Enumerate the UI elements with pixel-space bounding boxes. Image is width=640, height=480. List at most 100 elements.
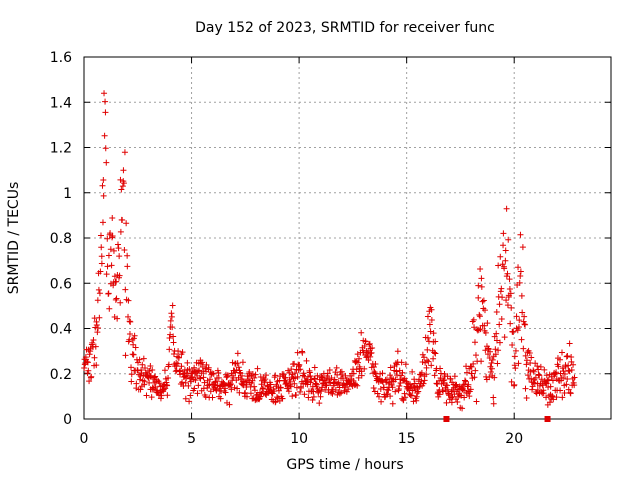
data-point bbox=[146, 373, 153, 380]
data-point bbox=[471, 339, 478, 346]
data-point bbox=[523, 361, 530, 368]
data-point bbox=[103, 159, 110, 166]
data-point bbox=[318, 388, 325, 395]
data-point bbox=[488, 359, 495, 366]
data-point bbox=[170, 333, 177, 340]
data-point bbox=[143, 392, 150, 399]
data-point bbox=[392, 388, 399, 395]
data-point bbox=[566, 340, 573, 347]
data-point bbox=[475, 282, 482, 289]
data-point bbox=[518, 292, 525, 299]
data-point bbox=[217, 395, 224, 402]
data-point bbox=[498, 315, 505, 322]
data-point bbox=[186, 366, 193, 373]
data-point bbox=[486, 374, 493, 381]
data-point bbox=[410, 398, 417, 405]
data-point bbox=[97, 232, 104, 239]
data-point bbox=[160, 386, 167, 393]
data-point bbox=[252, 371, 259, 378]
data-point bbox=[362, 338, 369, 345]
data-point bbox=[301, 391, 308, 398]
data-point bbox=[251, 387, 258, 394]
data-point bbox=[322, 377, 329, 384]
data-point bbox=[537, 363, 544, 370]
data-point bbox=[130, 341, 137, 348]
data-point bbox=[170, 339, 177, 346]
data-point bbox=[334, 371, 341, 378]
data-point bbox=[282, 374, 289, 381]
data-point bbox=[374, 390, 381, 397]
data-point bbox=[88, 373, 95, 380]
zero-marker bbox=[544, 416, 551, 422]
data-point bbox=[317, 393, 324, 400]
data-point bbox=[125, 297, 132, 304]
data-point bbox=[367, 353, 374, 360]
data-point bbox=[169, 302, 176, 309]
data-point bbox=[105, 252, 112, 259]
data-point bbox=[408, 392, 415, 399]
data-point bbox=[492, 351, 499, 358]
data-point bbox=[165, 361, 172, 368]
data-point bbox=[430, 330, 437, 337]
data-point bbox=[543, 380, 550, 387]
data-point bbox=[541, 366, 548, 373]
data-point bbox=[260, 385, 267, 392]
data-point bbox=[535, 371, 542, 378]
data-point bbox=[514, 327, 521, 334]
data-point bbox=[166, 346, 173, 353]
data-point bbox=[126, 318, 133, 325]
data-point bbox=[122, 286, 129, 293]
data-point bbox=[96, 290, 103, 297]
data-point bbox=[148, 394, 155, 401]
data-point bbox=[130, 335, 137, 342]
data-point bbox=[112, 296, 119, 303]
data-point bbox=[508, 378, 515, 385]
data-point bbox=[418, 369, 425, 376]
data-point bbox=[520, 345, 527, 352]
data-point bbox=[113, 278, 120, 285]
data-point bbox=[356, 355, 363, 362]
data-point bbox=[239, 372, 246, 379]
data-point bbox=[251, 383, 258, 390]
data-point bbox=[536, 372, 543, 379]
data-point bbox=[515, 360, 522, 367]
data-point bbox=[474, 327, 481, 334]
data-point bbox=[161, 367, 168, 374]
data-point bbox=[202, 365, 209, 372]
data-point bbox=[516, 279, 523, 286]
data-point bbox=[186, 398, 193, 405]
data-point bbox=[503, 297, 510, 304]
data-point bbox=[206, 376, 213, 383]
data-point bbox=[297, 366, 304, 373]
data-point bbox=[307, 372, 314, 379]
data-point bbox=[127, 318, 134, 325]
data-point bbox=[336, 390, 343, 397]
data-point bbox=[521, 321, 528, 328]
data-point bbox=[306, 369, 313, 376]
data-point bbox=[529, 386, 536, 393]
data-point bbox=[296, 361, 303, 368]
data-point bbox=[465, 381, 472, 388]
data-point bbox=[358, 329, 365, 336]
data-point bbox=[310, 393, 317, 400]
data-point bbox=[157, 395, 164, 402]
x-tick-label: 20 bbox=[505, 431, 523, 447]
data-point bbox=[100, 192, 107, 199]
data-point bbox=[432, 338, 439, 345]
data-point bbox=[571, 374, 578, 381]
data-point bbox=[447, 375, 454, 382]
data-point bbox=[424, 346, 431, 353]
data-point bbox=[85, 367, 92, 374]
data-point bbox=[499, 261, 506, 268]
data-point bbox=[121, 149, 128, 156]
data-point bbox=[331, 376, 338, 383]
data-point bbox=[128, 364, 135, 371]
data-point bbox=[94, 325, 101, 332]
data-point bbox=[94, 329, 101, 336]
data-point bbox=[528, 354, 535, 361]
data-point bbox=[565, 367, 572, 374]
data-point bbox=[119, 217, 126, 224]
data-point bbox=[267, 381, 274, 388]
data-point bbox=[149, 367, 156, 374]
data-point bbox=[268, 389, 275, 396]
